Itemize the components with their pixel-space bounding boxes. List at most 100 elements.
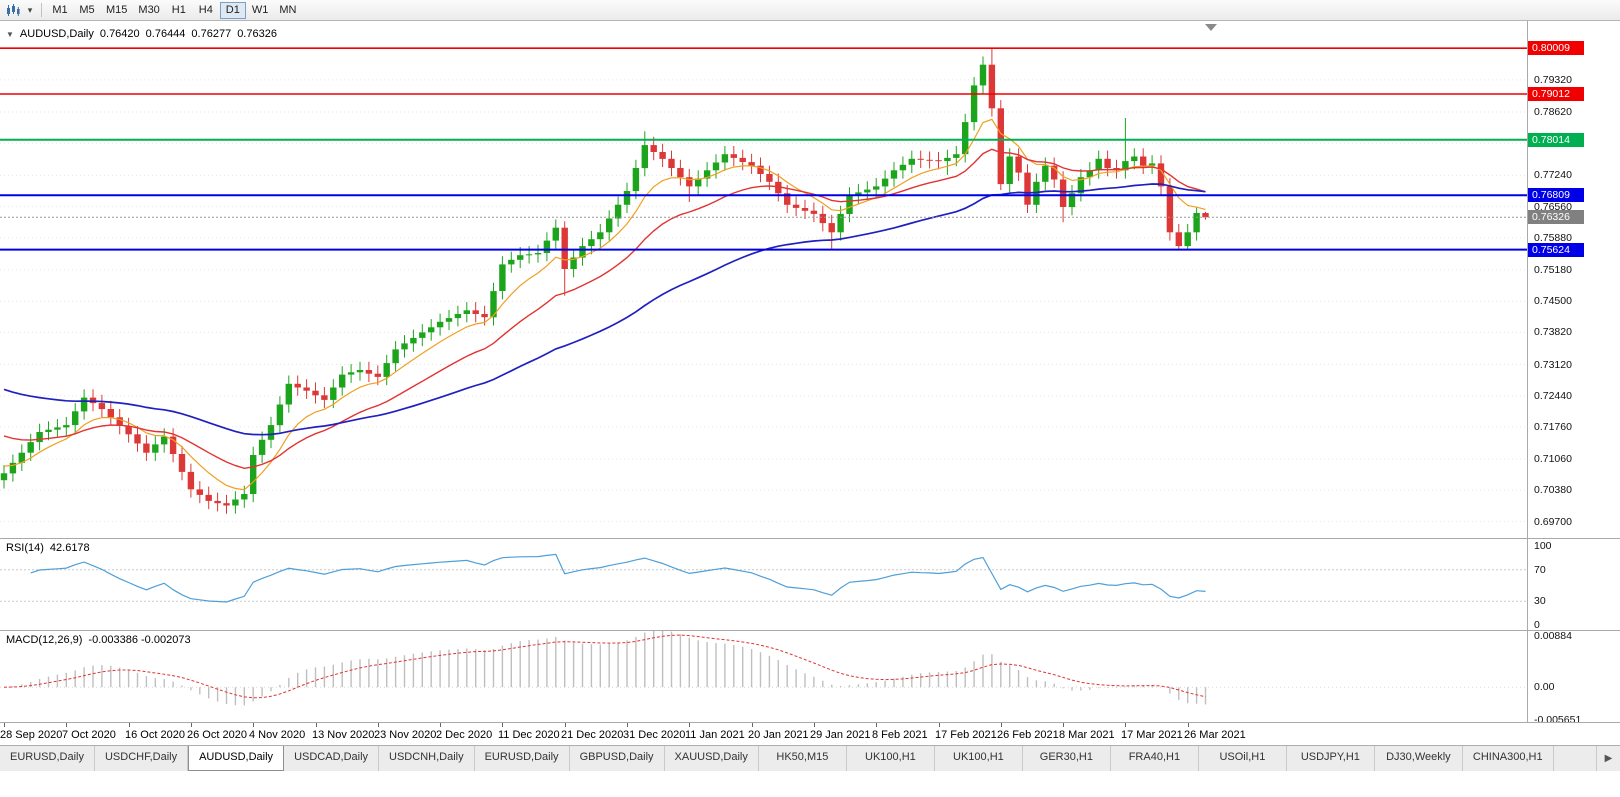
- price-scale[interactable]: 0.793200.786200.779400.772400.765600.758…: [1528, 21, 1620, 745]
- time-label: 16 Oct 2020: [125, 729, 185, 741]
- chart-window-icon[interactable]: [3, 2, 23, 19]
- chart-type-dropdown-icon[interactable]: ▾: [27, 4, 33, 15]
- time-label: 2 Dec 2020: [436, 729, 493, 741]
- chart-tab-usoil-h1[interactable]: USOil,H1: [1198, 746, 1287, 771]
- price-gridlines: [0, 79, 1527, 522]
- pane-splitter-rsi[interactable]: [0, 538, 1620, 539]
- price-badge-0.78014: 0.78014: [1528, 132, 1584, 147]
- quote-close: 0.76326: [237, 28, 277, 40]
- rsi-chart-canvas[interactable]: [0, 539, 1527, 630]
- time-tick: [939, 723, 940, 727]
- moving-average-lines: [3, 118, 1206, 491]
- timeframe-button-m30[interactable]: M30: [133, 2, 164, 19]
- macd-values: -0.003386 -0.002073: [88, 634, 191, 646]
- quote-open: 0.76420: [99, 28, 140, 40]
- time-label: 21 Dec 2020: [561, 729, 624, 741]
- time-tick: [627, 723, 628, 727]
- time-tick: [316, 723, 317, 727]
- price-tick-0.77240: 0.77240: [1534, 169, 1572, 182]
- current-price-badge: 0.76326: [1528, 210, 1584, 225]
- price-badge-0.79012: 0.79012: [1528, 87, 1584, 102]
- time-label: 28 Sep 2020: [0, 729, 63, 741]
- macd-signal-line: [3, 634, 1206, 699]
- timeframe-button-mn[interactable]: MN: [274, 2, 301, 19]
- chart-tab-eurusd-daily[interactable]: EURUSD,Daily: [474, 746, 570, 771]
- price-tick-0.72440: 0.72440: [1534, 389, 1572, 402]
- price-scale-divider: [1527, 21, 1528, 723]
- tab-scroll-right-button[interactable]: ▶: [1596, 746, 1620, 771]
- price-tick-0.79320: 0.79320: [1534, 73, 1572, 86]
- chart-collapse-icon[interactable]: ▼: [6, 29, 14, 39]
- horizontal-level-lines[interactable]: [0, 47, 1527, 251]
- chart-tab-gbpusd-daily[interactable]: GBPUSD,Daily: [569, 746, 665, 771]
- chart-tab-ger30-h1[interactable]: GER30,H1: [1022, 746, 1111, 771]
- price-badge-0.76809: 0.76809: [1528, 188, 1584, 203]
- price-chart-canvas[interactable]: [0, 21, 1527, 538]
- chart-tab-bar: EURUSD,Daily USDCHF,Daily AUDUSD,Daily USDC…: [0, 745, 1620, 771]
- candles: [0, 48, 1209, 514]
- time-tick: [1001, 723, 1002, 727]
- time-tick: [191, 723, 192, 727]
- price-tick-0.70380: 0.70380: [1534, 484, 1572, 497]
- chart-tab-hk50-m15[interactable]: HK50,M15: [758, 746, 847, 771]
- timeframe-toolbar: ▾ M1 M5 M15 M30 H1 H4 D1 W1 MN: [0, 0, 1620, 21]
- price-tick-0.71760: 0.71760: [1534, 420, 1572, 433]
- time-label: 20 Jan 2021: [748, 729, 809, 741]
- time-tick: [129, 723, 130, 727]
- chart-tab-usdchf-daily[interactable]: USDCHF,Daily: [94, 746, 189, 771]
- chart-tab-china300-h1[interactable]: CHINA300,H1: [1462, 746, 1554, 771]
- time-label: 13 Nov 2020: [312, 729, 375, 741]
- time-tick: [4, 723, 5, 727]
- rsi-tick-30: 30: [1534, 595, 1546, 608]
- chart-shift-marker[interactable]: [1205, 24, 1217, 31]
- timeframe-button-d1[interactable]: D1: [219, 1, 246, 19]
- chart-tab-dj30-weekly[interactable]: DJ30,Weekly: [1374, 746, 1463, 771]
- chart-tab-fra40-h1[interactable]: FRA40,H1: [1110, 746, 1199, 771]
- price-badge-0.80009: 0.80009: [1528, 41, 1584, 56]
- chart-tab-usdjpy-h1[interactable]: USDJPY,H1: [1286, 746, 1375, 771]
- timeframe-button-w1[interactable]: W1: [247, 2, 274, 19]
- timeframe-button-m1[interactable]: M1: [47, 2, 73, 19]
- time-label: 29 Jan 2021: [810, 729, 871, 741]
- rsi-indicator-label: RSI(14) 42.6178: [6, 542, 90, 554]
- macd-histogram: [12, 631, 1207, 706]
- price-tick-0.74500: 0.74500: [1534, 295, 1572, 308]
- time-tick: [1188, 723, 1189, 727]
- time-tick: [565, 723, 566, 727]
- chart-tab-usdcad-daily[interactable]: USDCAD,Daily: [284, 746, 380, 771]
- chart-tab-eurusd-daily[interactable]: EURUSD,Daily: [0, 746, 95, 771]
- quote-low: 0.76277: [191, 28, 232, 40]
- chart-tab-xauusd-daily[interactable]: XAUUSD,Daily: [664, 746, 759, 771]
- time-tick: [814, 723, 815, 727]
- price-badge-0.75624: 0.75624: [1528, 242, 1584, 257]
- timeframe-button-h4[interactable]: H4: [193, 2, 219, 19]
- time-axis-divider: [0, 722, 1620, 723]
- timeframe-button-m15[interactable]: M15: [101, 2, 132, 19]
- rsi-line: [30, 553, 1206, 603]
- rsi-tick-0: 0: [1534, 619, 1540, 631]
- time-tick: [440, 723, 441, 727]
- chart-tab-audusd-daily[interactable]: AUDUSD,Daily: [188, 746, 285, 771]
- ma-line-mid-red: [3, 148, 1206, 470]
- chart-tab-usdcnh-daily[interactable]: USDCNH,Daily: [379, 746, 475, 771]
- candlestick-glyph: [7, 3, 20, 16]
- time-label: 31 Dec 2020: [623, 729, 686, 741]
- price-tick-0.75180: 0.75180: [1534, 263, 1572, 276]
- chart-symbol-period: AUDUSD,Daily: [19, 28, 94, 40]
- chart-tab-uk100-h1[interactable]: UK100,H1: [934, 746, 1023, 771]
- price-tick-0.76560: 0.76560: [1534, 200, 1572, 213]
- time-label: 17 Feb 2021: [935, 729, 997, 741]
- time-label: 17 Mar 2021: [1121, 729, 1183, 741]
- rsi-level-lines: [0, 569, 1527, 602]
- timeframe-button-m5[interactable]: M5: [74, 2, 100, 19]
- time-label: 7 Oct 2020: [62, 729, 116, 741]
- time-tick: [689, 723, 690, 727]
- pane-splitter-macd[interactable]: [0, 630, 1620, 631]
- chart-tab-uk100-h1[interactable]: UK100,H1: [846, 746, 935, 771]
- time-axis[interactable]: 28 Sep 2020 7 Oct 2020 16 Oct 2020 26 Oct 2…: [0, 723, 1527, 745]
- ma-line-slow-blue: [3, 183, 1206, 436]
- time-tick: [752, 723, 753, 727]
- macd-chart-canvas[interactable]: [0, 631, 1527, 722]
- timeframe-button-h1[interactable]: H1: [166, 2, 192, 19]
